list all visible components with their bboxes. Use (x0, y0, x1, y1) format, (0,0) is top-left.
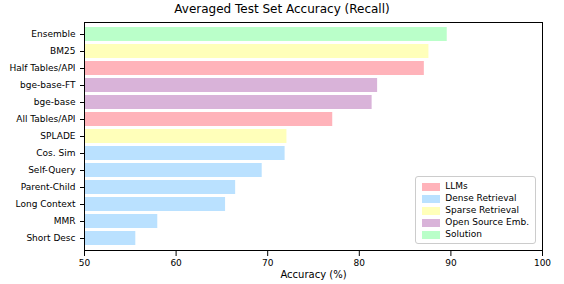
svg-text:BM25: BM25 (50, 46, 75, 56)
html-text:Sparse Retrieval: Sparse Retrieval (445, 205, 519, 215)
html-text:Open Source Emb.: Open Source Emb. (445, 217, 529, 227)
svg-text:Short Desc: Short Desc (26, 233, 75, 243)
svg-text:50: 50 (79, 258, 91, 268)
svg-text:bge-base-FT: bge-base-FT (20, 80, 76, 90)
svg-text:Long Context: Long Context (16, 199, 76, 209)
svg-text:Ensemble: Ensemble (31, 29, 76, 39)
svg-text:Self-Query: Self-Query (28, 165, 76, 175)
svg-text:100: 100 (534, 258, 551, 268)
svg-text:80: 80 (354, 258, 366, 268)
html-text:LLMs: LLMs (445, 181, 468, 191)
svg-text:bge-base: bge-base (34, 97, 76, 107)
html-text:Averaged Test Set Accuracy (Re: Averaged Test Set Accuracy (Recall) (174, 2, 390, 16)
svg-text:SPLADE: SPLADE (40, 131, 75, 141)
svg-text:Accuracy (%): Accuracy (%) (280, 269, 346, 280)
svg-text:Cos. Sim: Cos. Sim (36, 148, 75, 158)
html-text:Dense Retrieval: Dense Retrieval (445, 193, 517, 203)
svg-text:60: 60 (170, 258, 182, 268)
svg-text:90: 90 (445, 258, 457, 268)
svg-text:70: 70 (262, 258, 274, 268)
svg-text:MMR: MMR (54, 216, 76, 226)
svg-text:All Tables/API: All Tables/API (16, 114, 75, 124)
html-text:Solution: Solution (445, 229, 482, 239)
svg-text:Parent-Child: Parent-Child (21, 182, 76, 192)
svg-text:Half Tables/API: Half Tables/API (9, 63, 75, 73)
